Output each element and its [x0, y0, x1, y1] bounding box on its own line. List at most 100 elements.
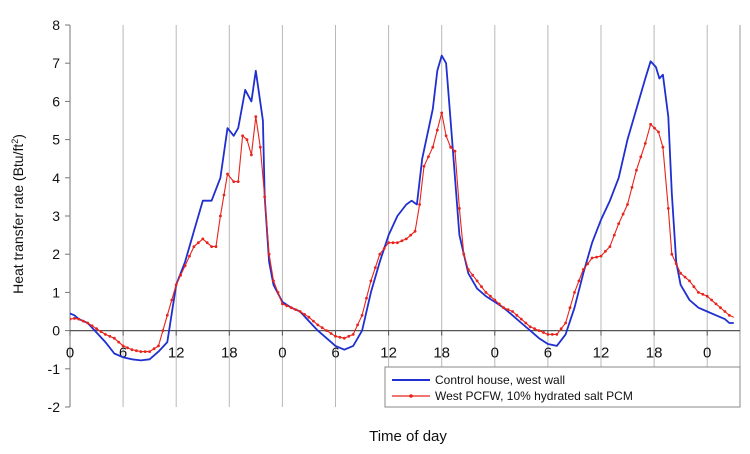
x-tick-label-7: 18	[433, 345, 450, 362]
grid-lines	[122, 25, 708, 407]
series-1-point-62-0	[519, 317, 523, 321]
series-1-point-15-0	[192, 245, 196, 249]
y-axis-label: Heat transfer rate (Btu/ft2)	[10, 134, 26, 294]
series-1-point-68-1	[577, 279, 581, 283]
series-1-point-42-0	[378, 252, 382, 256]
series-1-point-82-0	[679, 271, 682, 275]
series-1-point-73-1	[621, 212, 625, 216]
x-tick-label-12: 0	[703, 345, 711, 362]
series-1-point-4-1	[99, 330, 103, 333]
series-1-point-25-0	[250, 153, 253, 157]
series-1-point-60-0	[502, 306, 505, 310]
series-1-point-23-0	[241, 134, 245, 138]
series-1-point-6-1	[117, 340, 121, 344]
x-tick-label-10: 12	[593, 345, 610, 362]
series-1-point-9-1	[143, 350, 147, 353]
series-1-point-13-0	[174, 283, 178, 287]
series-1-point-42-1	[382, 247, 386, 250]
series-1-point-48-1	[427, 155, 430, 159]
series-1-point-83-1	[692, 285, 696, 289]
legend-swatch-marker-west-pcfw	[409, 394, 413, 398]
y-tick-label-9: 7	[52, 55, 60, 71]
series-1-point-33-1	[303, 313, 306, 316]
y-axis-label-tail: )	[10, 134, 26, 139]
legend-box	[384, 366, 741, 408]
series-1-point-75-0	[635, 168, 638, 172]
series-1-point-9-0	[139, 350, 143, 353]
series-1-point-66-1	[559, 327, 563, 331]
series-1-point-40-1	[365, 296, 368, 300]
series-1-point-81-1	[674, 262, 678, 266]
y-axis-label-main: Heat transfer rate (Btu/ft	[10, 144, 26, 294]
x-tick-label-4: 0	[278, 345, 286, 362]
y-tick-label-6: 4	[52, 170, 60, 186]
series-1-point-50-0	[440, 111, 444, 115]
series-1-point-71-1	[604, 249, 607, 253]
series-1-point-82-1	[683, 275, 687, 279]
series-1-point-77-1	[653, 126, 656, 130]
series-1-point-11-1	[161, 329, 165, 332]
series-1-point-37-1	[338, 335, 342, 339]
series-1-point-2-1	[81, 319, 85, 323]
series-1-point-41-1	[373, 266, 377, 269]
series-1-point-48-0	[422, 164, 426, 168]
series-1-point-39-1	[356, 323, 359, 327]
series-1-point-27-0	[258, 145, 262, 149]
series-1-point-34-0	[307, 315, 311, 319]
series-1-point-87-0	[723, 310, 727, 313]
x-tick-label-0: 0	[66, 345, 74, 362]
series-1-point-73-0	[617, 222, 621, 226]
series-1-point-45-0	[404, 237, 408, 241]
y-tick-label-1: -1	[48, 361, 61, 377]
series-1-point-61-1	[515, 313, 519, 317]
series-1-point-47-0	[418, 203, 421, 206]
series-1-point-68-0	[573, 291, 576, 294]
series-1-point-49-0	[431, 145, 435, 149]
series-1-point-31-0	[281, 302, 284, 306]
series-1-point-59-1	[497, 302, 501, 306]
series-1-point-74-0	[626, 203, 629, 206]
series-1-point-11-0	[157, 344, 160, 348]
legend-label-west-pcfw: West PCFW, 10% hydrated salt PCM	[435, 389, 633, 403]
series-1-point-13-1	[179, 273, 183, 277]
series-1-point-51-0	[444, 134, 448, 138]
series-1-point-34-1	[312, 319, 315, 323]
y-axis-label-superscript: 2	[10, 139, 20, 144]
series-1-point-58-0	[484, 291, 488, 294]
series-1-point-8-0	[130, 348, 134, 352]
x-tick-label-11: 18	[646, 345, 663, 362]
series-1-point-3-1	[90, 324, 94, 328]
y-tick-label-5: 3	[52, 208, 60, 224]
series-1-point-84-1	[701, 292, 705, 296]
series-1-point-58-1	[489, 294, 492, 298]
series-1-point-76-0	[643, 142, 647, 145]
series-1-point-29-0	[267, 252, 271, 256]
y-tick-labels: -2 -1 0 1 2 3 4 5 6 7 8	[48, 17, 70, 415]
series-1-point-43-0	[387, 241, 390, 245]
series-1-point-85-1	[710, 298, 713, 302]
series-1-point-53-0	[453, 149, 457, 153]
series-1-point-16-1	[205, 241, 209, 245]
series-1-point-64-1	[542, 331, 545, 334]
series-1-point-79-0	[661, 145, 665, 149]
x-tick-label-9: 6	[544, 345, 552, 362]
x-tick-labels: 0 6 12 18 0 6 12 18 0 6 12 18 0	[66, 330, 711, 362]
y-tick-label-3: 1	[52, 284, 60, 300]
series-1-point-63-1	[533, 327, 536, 331]
series-1-point-26-0	[254, 115, 258, 119]
series-1-point-64-0	[537, 329, 541, 332]
series-1-point-36-0	[325, 329, 328, 332]
series-1-point-10-1	[152, 347, 156, 351]
series-1-point-54-0	[458, 207, 461, 210]
series-1-point-83-0	[688, 279, 691, 283]
series-1-point-63-0	[528, 325, 532, 329]
series-1-point-72-0	[608, 245, 612, 249]
series-1-point-75-1	[639, 155, 643, 159]
y-tick-label-0: -2	[48, 399, 61, 415]
series-1-point-31-1	[285, 304, 289, 308]
series-1-point-36-1	[329, 332, 333, 335]
y-tick-label-7: 5	[52, 132, 60, 148]
series-1-point-69-1	[586, 262, 590, 266]
series-1-point-41-0	[369, 279, 373, 283]
